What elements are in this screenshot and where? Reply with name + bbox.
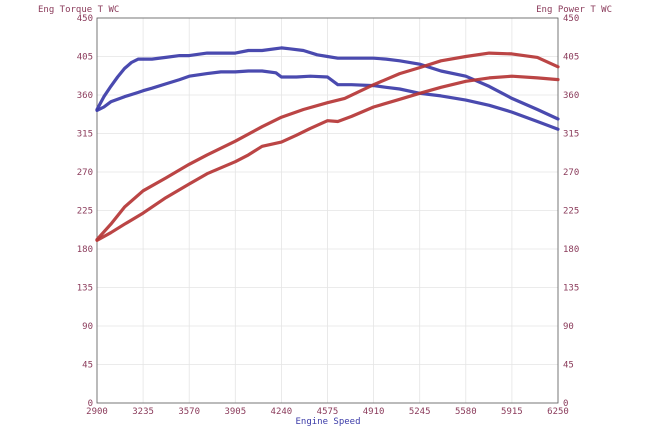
left-axis-ticks: 0 45 90 135 180 225 270 315 360 405 450 bbox=[77, 14, 93, 409]
left-tick-label: 360 bbox=[77, 91, 93, 101]
left-tick-label: 180 bbox=[77, 245, 93, 255]
right-tick-label: 0 bbox=[563, 399, 568, 409]
right-axis-ticks: 0 45 90 135 180 225 270 315 360 405 450 bbox=[563, 14, 579, 409]
x-tick-label: 3905 bbox=[224, 407, 246, 417]
left-tick-label: 45 bbox=[82, 361, 93, 371]
x-tick-label: 4240 bbox=[271, 407, 293, 417]
right-tick-label: 405 bbox=[563, 53, 579, 63]
right-tick-label: 225 bbox=[563, 207, 579, 217]
left-tick-label: 315 bbox=[77, 130, 93, 140]
x-tick-label: 4575 bbox=[317, 407, 339, 417]
right-tick-label: 450 bbox=[563, 14, 579, 24]
x-tick-label: 3570 bbox=[178, 407, 200, 417]
left-tick-label: 405 bbox=[77, 53, 93, 63]
left-tick-label: 0 bbox=[88, 399, 93, 409]
x-axis-ticks: 2900 3235 3570 3905 4240 4575 4910 5245 5580 5915… bbox=[86, 407, 569, 417]
right-tick-label: 45 bbox=[563, 361, 574, 371]
x-tick-label: 3235 bbox=[132, 407, 154, 417]
x-tick-label: 5245 bbox=[409, 407, 431, 417]
x-tick-label: 5915 bbox=[501, 407, 523, 417]
left-tick-label: 90 bbox=[82, 322, 93, 332]
left-tick-label: 270 bbox=[77, 168, 93, 178]
left-tick-label: 225 bbox=[77, 207, 93, 217]
right-tick-label: 360 bbox=[563, 91, 579, 101]
torque-curve-a bbox=[95, 46, 560, 121]
power-curve-b bbox=[95, 74, 560, 242]
x-tick-label: 6250 bbox=[547, 407, 569, 417]
x-tick-label: 2900 bbox=[86, 407, 108, 417]
left-tick-label: 450 bbox=[77, 14, 93, 24]
right-tick-label: 315 bbox=[563, 130, 579, 140]
series-lines bbox=[95, 46, 560, 242]
right-tick-label: 180 bbox=[563, 245, 579, 255]
right-tick-label: 90 bbox=[563, 322, 574, 332]
torque-curve-b bbox=[95, 69, 560, 131]
plot-frame bbox=[96, 17, 559, 404]
left-axis-title: Eng Torque T WC bbox=[38, 5, 119, 15]
left-tick-label: 135 bbox=[77, 284, 93, 294]
right-tick-label: 270 bbox=[563, 168, 579, 178]
right-tick-label: 135 bbox=[563, 284, 579, 294]
right-axis-title: Eng Power T WC bbox=[536, 5, 612, 15]
power-curve-a bbox=[95, 51, 560, 242]
x-axis-title: Engine Speed bbox=[295, 417, 360, 427]
x-tick-label: 5580 bbox=[455, 407, 477, 417]
x-tick-label: 4910 bbox=[363, 407, 385, 417]
